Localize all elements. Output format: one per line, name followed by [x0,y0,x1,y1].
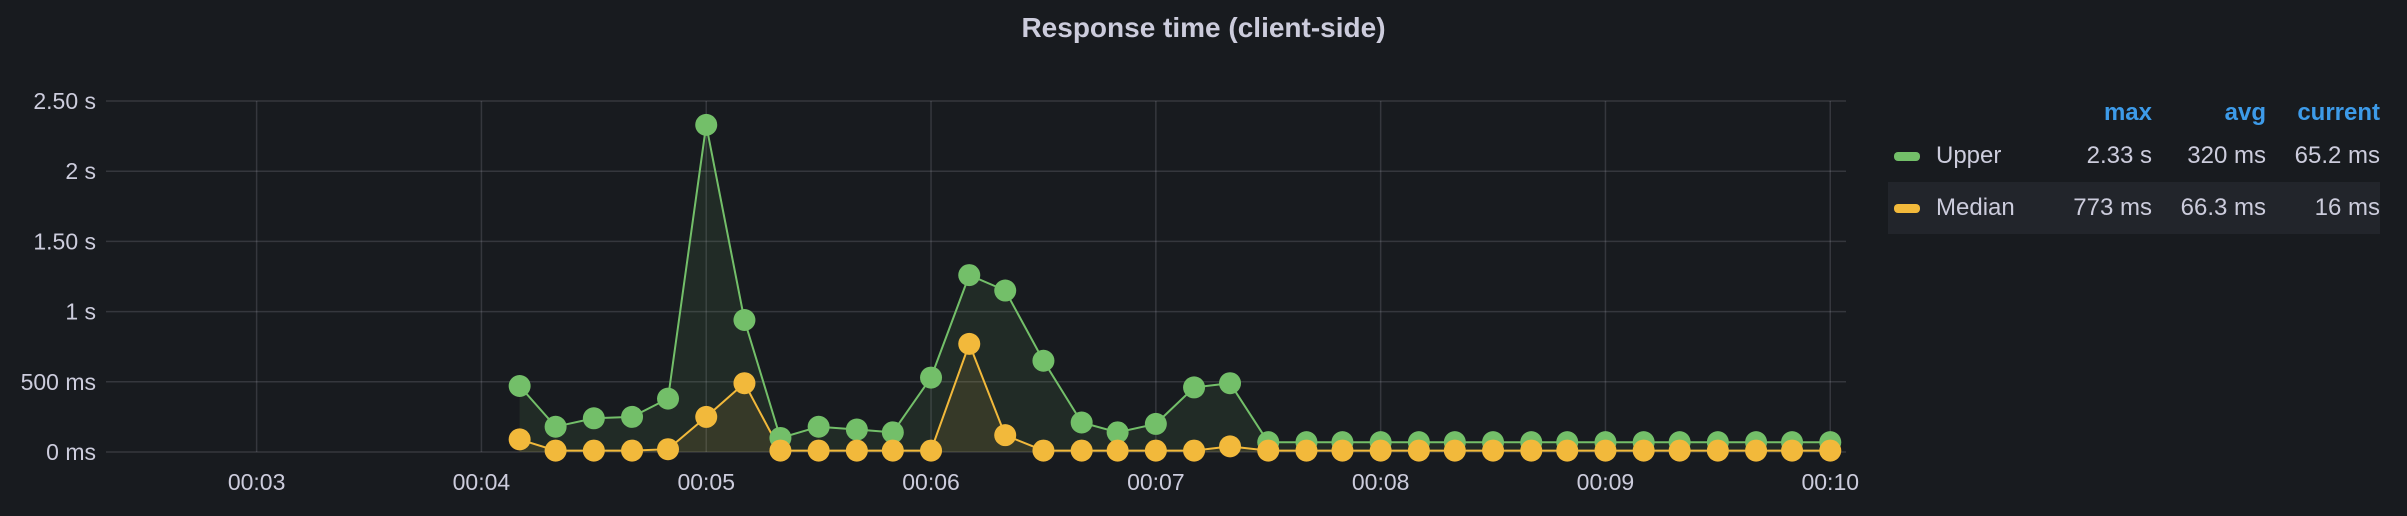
y-tick-label: 1.50 s [33,228,96,254]
data-point-upper[interactable] [621,405,644,428]
data-point-upper[interactable] [508,375,531,398]
data-point-median[interactable] [1819,439,1842,462]
legend-swatch-upper [1894,151,1920,161]
data-point-median[interactable] [508,428,531,451]
legend-avg-median: 66.3 ms [2180,194,2266,221]
data-point-upper[interactable] [807,415,830,438]
data-point-upper[interactable] [657,387,680,410]
data-point-median[interactable] [1183,439,1206,462]
legend-name-median: Median [1936,194,2015,221]
chart-axes: 0 ms 500 ms 1 s 1.50 s 2 s 2.50 s 00:03 00:04 00… [21,88,1859,495]
legend-max-upper: 2.33 s [2086,142,2152,169]
data-point-upper[interactable] [1032,349,1055,372]
data-point-median[interactable] [994,424,1017,447]
x-tick-label: 00:10 [1801,469,1859,495]
data-point-median[interactable] [1407,439,1430,462]
data-point-median[interactable] [1594,439,1617,462]
data-point-median[interactable] [881,439,904,462]
data-point-median[interactable] [1257,439,1280,462]
panel-title: Response time (client-side) [1021,12,1386,43]
data-point-median[interactable] [1668,439,1691,462]
data-point-median[interactable] [1781,439,1804,462]
y-tick-label: 2 s [65,158,96,184]
x-tick-label: 00:03 [228,469,286,495]
data-point-median[interactable] [807,439,830,462]
data-point-median[interactable] [621,439,644,462]
data-point-median[interactable] [1295,439,1318,462]
chart-series [508,113,1842,462]
data-point-median[interactable] [1482,439,1505,462]
data-point-median[interactable] [1632,439,1655,462]
x-tick-label: 00:05 [677,469,735,495]
x-tick-label: 00:06 [902,469,960,495]
legend-row-median[interactable]: Median 773 ms 66.3 ms 16 ms [1888,182,2380,234]
data-point-median[interactable] [1331,439,1354,462]
data-point-upper[interactable] [733,309,756,332]
data-point-upper[interactable] [845,418,868,441]
data-point-median[interactable] [1706,439,1729,462]
x-tick-label: 00:07 [1127,469,1185,495]
series-area-upper [519,124,1831,453]
data-point-upper[interactable] [1070,411,1093,434]
data-point-median[interactable] [1745,439,1768,462]
legend-current-upper: 65.2 ms [2294,142,2380,169]
legend-swatch-median [1894,203,1920,213]
data-point-upper[interactable] [881,421,904,444]
data-point-upper[interactable] [695,113,718,136]
data-point-upper[interactable] [994,279,1017,302]
data-point-median[interactable] [769,439,792,462]
legend-col-max[interactable]: max [2103,99,2152,126]
data-point-upper[interactable] [958,264,981,287]
data-point-upper[interactable] [920,366,943,389]
x-tick-label: 00:09 [1577,469,1635,495]
data-point-upper[interactable] [1183,376,1206,399]
data-point-median[interactable] [1369,439,1392,462]
legend-name-upper: Upper [1936,142,2002,169]
data-point-median[interactable] [1443,439,1466,462]
data-point-median[interactable] [1144,439,1167,462]
data-point-median[interactable] [657,438,680,461]
data-point-median[interactable] [1070,439,1093,462]
data-point-median[interactable] [733,372,756,395]
data-point-median[interactable] [544,439,567,462]
data-point-median[interactable] [582,439,605,462]
legend-avg-upper: 320 ms [2187,142,2266,169]
data-point-median[interactable] [1032,439,1055,462]
data-point-median[interactable] [1219,435,1242,458]
data-point-upper[interactable] [582,407,605,430]
legend-max-median: 773 ms [2073,194,2152,221]
data-point-median[interactable] [1556,439,1579,462]
data-point-median[interactable] [1106,439,1129,462]
data-point-median[interactable] [958,332,981,355]
y-tick-label: 2.50 s [33,88,96,114]
y-tick-label: 500 ms [21,369,96,395]
legend-col-avg[interactable]: avg [2224,99,2266,126]
data-point-upper[interactable] [1219,372,1242,395]
data-point-median[interactable] [920,439,943,462]
data-point-upper[interactable] [544,415,567,438]
legend: max avg current Upper 2.33 s 320 ms 65.2… [1888,96,2380,234]
data-point-upper[interactable] [1144,412,1167,435]
y-tick-label: 1 s [65,299,96,325]
legend-row-upper[interactable]: Upper 2.33 s 320 ms 65.2 ms [1888,130,2380,182]
data-point-upper[interactable] [1106,421,1129,444]
data-point-median[interactable] [695,405,718,428]
legend-current-median: 16 ms [2314,194,2380,221]
data-point-median[interactable] [1520,439,1543,462]
chart-grid [106,100,1846,453]
y-tick-label: 0 ms [46,439,96,465]
x-tick-label: 00:04 [453,469,511,495]
data-point-median[interactable] [845,439,868,462]
legend-col-current[interactable]: current [2297,99,2380,126]
x-tick-label: 00:08 [1352,469,1410,495]
legend-header: max avg current [1888,96,2380,130]
